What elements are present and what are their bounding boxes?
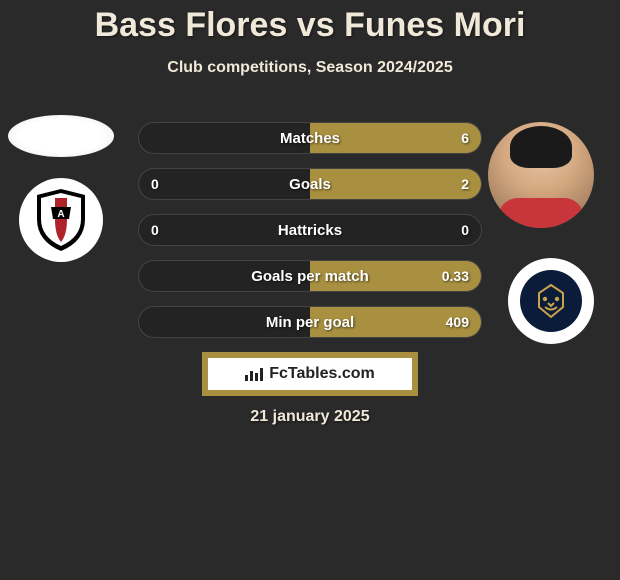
shield-icon: A: [35, 189, 87, 251]
stat-label: Goals: [139, 169, 481, 199]
stat-value-right: 0.33: [442, 261, 469, 291]
subtitle: Club competitions, Season 2024/2025: [0, 59, 620, 77]
pumas-icon: [520, 270, 582, 332]
stat-label: Matches: [139, 123, 481, 153]
footer-brand-text: FcTables.com: [269, 365, 375, 383]
stat-row: 0Hattricks0: [138, 214, 482, 246]
stat-row: 0Goals2: [138, 168, 482, 200]
page-title: Bass Flores vs Funes Mori: [0, 0, 620, 45]
stat-value-right: 2: [461, 169, 469, 199]
stat-value-right: 409: [446, 307, 469, 337]
player-right-avatar: [488, 122, 594, 228]
stat-value-right: 0: [461, 215, 469, 245]
player-left-avatar: [8, 115, 114, 157]
stat-row: Matches6: [138, 122, 482, 154]
footer-brand-box: FcTables.com: [202, 352, 418, 396]
club-left-badge: A: [19, 178, 103, 262]
svg-text:A: A: [57, 209, 64, 220]
stat-label: Min per goal: [139, 307, 481, 337]
stat-row: Min per goal409: [138, 306, 482, 338]
club-right-badge: [508, 258, 594, 344]
stats-container: Matches60Goals20Hattricks0Goals per matc…: [138, 122, 482, 352]
stat-label: Hattricks: [139, 215, 481, 245]
date-label: 21 january 2025: [0, 408, 620, 426]
stat-label: Goals per match: [139, 261, 481, 291]
stat-row: Goals per match0.33: [138, 260, 482, 292]
bar-chart-icon: [245, 367, 263, 381]
stat-value-right: 6: [461, 123, 469, 153]
